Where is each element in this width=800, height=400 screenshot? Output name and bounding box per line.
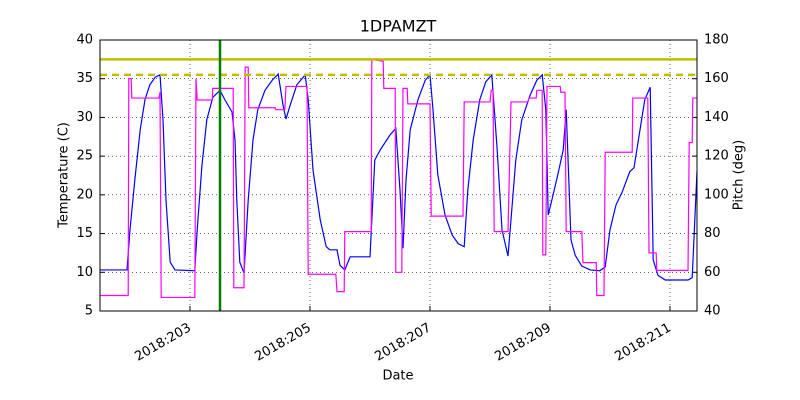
y2-axis-label: Pitch (deg) (732, 140, 747, 210)
y-tick-label: 25 (76, 149, 93, 164)
x-axis-label: Date (382, 369, 413, 384)
y-tick-label: 35 (76, 71, 93, 86)
y2-tick-label: 140 (704, 110, 729, 125)
y-tick-label: 30 (76, 110, 93, 125)
y2-tick-label: 120 (704, 149, 729, 164)
y-axis-label: Temperature (C) (57, 122, 72, 229)
chart-title: 1DPAMZT (360, 17, 437, 36)
x-tick-label: 2018:209 (492, 321, 553, 365)
x-tick-label: 2018:207 (372, 321, 433, 365)
data-line (100, 58, 697, 299)
y2-tick-label: 160 (704, 71, 729, 86)
x-tick-label: 2018:205 (252, 321, 313, 365)
y-tick-label: 20 (76, 187, 93, 202)
y-tick-label: 5 (85, 304, 93, 319)
y-tick-label: 10 (76, 265, 93, 280)
data-line (100, 72, 698, 281)
x-tick-label: 2018:203 (132, 321, 193, 365)
y-tick-label: 15 (76, 226, 93, 241)
y2-tick-label: 60 (704, 265, 721, 280)
y2-tick-label: 40 (704, 304, 721, 319)
y2-tick-label: 100 (704, 187, 729, 202)
y-tick-label: 40 (76, 33, 93, 48)
plot-frame (99, 39, 698, 312)
x-tick-label: 2018:211 (612, 321, 673, 365)
y2-tick-label: 180 (704, 33, 729, 48)
y2-tick-label: 80 (704, 226, 721, 241)
